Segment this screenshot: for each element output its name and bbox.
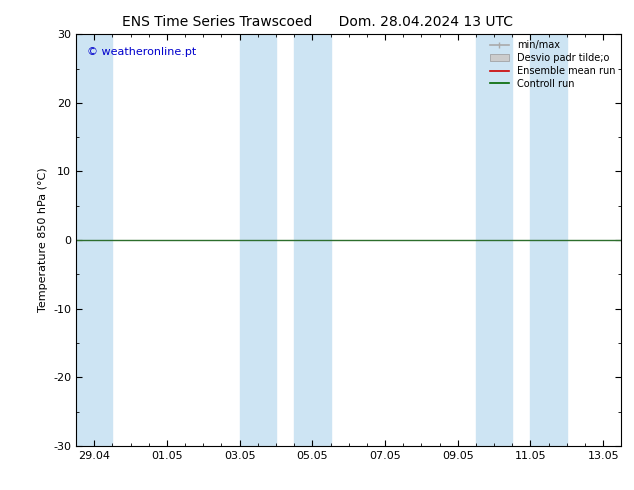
Text: ENS Time Series Trawscoed      Dom. 28.04.2024 13 UTC: ENS Time Series Trawscoed Dom. 28.04.202… bbox=[122, 15, 512, 29]
Bar bbox=[294, 34, 330, 446]
Bar bbox=[76, 34, 112, 446]
Y-axis label: Temperature 850 hPa (°C): Temperature 850 hPa (°C) bbox=[37, 168, 48, 313]
Text: © weatheronline.pt: © weatheronline.pt bbox=[87, 47, 197, 57]
Bar bbox=[531, 34, 567, 446]
Legend: min/max, Desvio padr tilde;o, Ensemble mean run, Controll run: min/max, Desvio padr tilde;o, Ensemble m… bbox=[486, 36, 619, 93]
Bar bbox=[476, 34, 512, 446]
Bar bbox=[240, 34, 276, 446]
